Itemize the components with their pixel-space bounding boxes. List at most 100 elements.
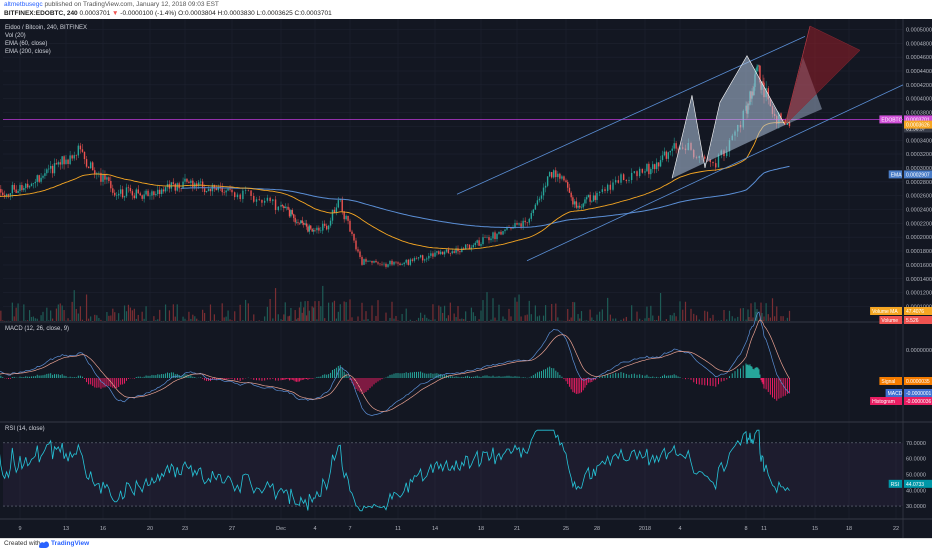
- candle: [297, 219, 298, 225]
- candle: [261, 199, 262, 206]
- candle-body: [569, 188, 570, 193]
- candle: [496, 233, 497, 242]
- volume-bar: [732, 316, 733, 321]
- macd-hist-bar: [749, 365, 750, 378]
- macd-hist-bar: [100, 378, 101, 389]
- macd-hist-bar: [591, 378, 592, 382]
- volume-bar: [31, 317, 32, 321]
- macd-hist-bar: [626, 374, 627, 378]
- candle-body: [537, 200, 538, 204]
- candle: [27, 179, 28, 189]
- x-tick-label: 11: [761, 526, 767, 532]
- volume-bar: [393, 319, 394, 321]
- macd-hist-bar: [414, 372, 415, 378]
- macd-hist-bar: [599, 377, 600, 378]
- macd-hist-bar: [483, 376, 484, 378]
- macd-hist-bar: [60, 375, 61, 378]
- ema60-legend[interactable]: EMA (60, close): [5, 41, 47, 47]
- macd-hist-bar: [316, 377, 317, 378]
- macd-hist-bar: [394, 374, 395, 378]
- macd-hist-bar: [163, 374, 164, 378]
- macd-hist-bar: [507, 376, 508, 378]
- rsi-legend[interactable]: RSI (14, close): [5, 426, 45, 432]
- candle: [313, 228, 314, 235]
- candle: [264, 198, 265, 206]
- macd-hist-bar: [312, 378, 313, 379]
- candle-body: [163, 189, 164, 191]
- candle-body: [355, 241, 356, 250]
- candle-body: [74, 155, 75, 158]
- macd-hist-bar: [155, 375, 156, 378]
- candle: [543, 183, 544, 200]
- candle-body: [434, 253, 435, 257]
- vol-legend[interactable]: Vol (20): [5, 33, 26, 39]
- candle: [336, 203, 337, 215]
- candle: [318, 225, 319, 233]
- tradingview-brand[interactable]: TradingView: [51, 540, 89, 547]
- candle-body: [275, 199, 276, 210]
- candle-body: [210, 189, 211, 191]
- macd-hist-bar: [789, 378, 790, 393]
- candle: [565, 179, 566, 184]
- candle-body: [502, 231, 503, 234]
- candle: [518, 222, 519, 226]
- macd-hist-bar: [190, 375, 191, 378]
- volume-bar: [551, 304, 552, 321]
- candle-body: [375, 261, 376, 263]
- macd-hist-bar: [618, 373, 619, 378]
- candle-body: [650, 169, 651, 174]
- macd-hist-bar: [283, 378, 284, 380]
- candle-body: [204, 188, 205, 192]
- candle-body: [289, 210, 290, 217]
- macd-hist-bar: [296, 378, 297, 382]
- macd-hist-bar: [783, 378, 784, 396]
- macd-hist-bar: [458, 377, 459, 378]
- candle-body: [297, 222, 298, 223]
- candle: [484, 235, 485, 238]
- macd-hist-bar: [390, 375, 391, 378]
- candle-body: [522, 221, 523, 227]
- candle-body: [412, 259, 413, 260]
- candle: [293, 214, 294, 222]
- candle: [50, 161, 51, 173]
- volume-bar: [72, 302, 73, 321]
- candle: [182, 178, 183, 189]
- macd-hist-bar: [286, 378, 287, 379]
- candle: [171, 182, 172, 191]
- macd-hist-bar: [531, 376, 532, 378]
- author-link[interactable]: altmetbusegc: [4, 1, 43, 8]
- x-tick-label: 25: [563, 526, 569, 532]
- volume-bar: [100, 320, 101, 321]
- channel-lower-line: [527, 85, 903, 261]
- volume-bar: [320, 306, 321, 321]
- volume-bar: [62, 305, 63, 321]
- candle: [25, 183, 26, 192]
- macd-hist-bar: [305, 378, 306, 379]
- volume-bar: [545, 305, 546, 321]
- candle-body: [294, 218, 295, 222]
- macd-hist-bar: [169, 373, 170, 378]
- tradingview-logo-icon[interactable]: [38, 539, 50, 549]
- candle: [589, 192, 590, 206]
- candle-body: [520, 223, 521, 226]
- volume-bar: [438, 306, 439, 321]
- macd-hist-bar: [54, 374, 55, 378]
- chart-canvas[interactable]: 0.00050000.00048000.00046000.00044000.00…: [0, 19, 932, 538]
- candle-body: [581, 207, 582, 208]
- candle-body: [389, 261, 390, 265]
- candle-body: [535, 205, 536, 210]
- macd-hist-bar: [707, 378, 708, 385]
- candle-body: [52, 166, 53, 173]
- ema200-legend[interactable]: EMA (200, close): [5, 49, 51, 55]
- macd-hist-bar: [288, 378, 289, 379]
- candle-body: [61, 156, 62, 164]
- candle: [420, 255, 421, 259]
- candle: [381, 262, 382, 267]
- volume-bar: [710, 318, 711, 321]
- volume-bar: [76, 309, 77, 321]
- macd-hist-bar: [150, 376, 151, 378]
- macd-hist-bar: [356, 378, 357, 389]
- macd-hist-bar: [412, 372, 413, 378]
- macd-legend[interactable]: MACD (12, 26, close, 9): [5, 326, 69, 332]
- candle: [345, 214, 346, 220]
